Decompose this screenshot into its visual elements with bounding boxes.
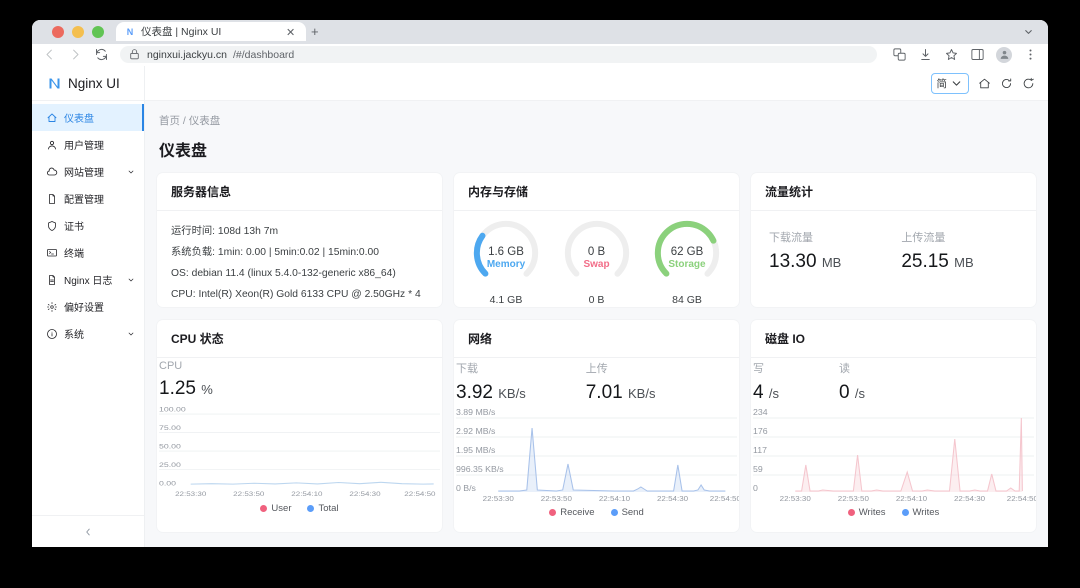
svg-text:22:54:10: 22:54:10 <box>896 494 928 503</box>
svg-text:75.00: 75.00 <box>159 424 182 432</box>
svg-text:22:54:10: 22:54:10 <box>291 491 322 498</box>
svg-text:22:54:50: 22:54:50 <box>404 491 435 498</box>
svg-text:22:53:30: 22:53:30 <box>175 491 206 498</box>
svg-text:59: 59 <box>753 464 763 474</box>
svg-text:22:54:50: 22:54:50 <box>710 494 739 503</box>
svg-text:117: 117 <box>753 445 767 455</box>
svg-text:22:53:50: 22:53:50 <box>838 494 870 503</box>
svg-text:22:54:30: 22:54:30 <box>657 494 689 503</box>
svg-text:22:54:30: 22:54:30 <box>349 491 380 498</box>
svg-text:22:54:10: 22:54:10 <box>599 494 631 503</box>
svg-text:22:54:30: 22:54:30 <box>954 494 986 503</box>
svg-text:22:53:30: 22:53:30 <box>483 494 515 503</box>
svg-text:0: 0 <box>753 483 758 493</box>
svg-text:22:54:50: 22:54:50 <box>1007 494 1036 503</box>
svg-text:22:53:50: 22:53:50 <box>233 491 264 498</box>
svg-text:100.00: 100.00 <box>159 406 187 414</box>
svg-text:2.92 MB/s: 2.92 MB/s <box>456 426 495 436</box>
svg-text:0 B/s: 0 B/s <box>456 483 476 493</box>
svg-text:25.00: 25.00 <box>159 461 182 469</box>
svg-text:3.89 MB/s: 3.89 MB/s <box>456 407 495 417</box>
svg-text:0.00: 0.00 <box>159 480 177 488</box>
svg-text:176: 176 <box>753 426 768 436</box>
svg-text:234: 234 <box>753 407 768 417</box>
svg-text:996.35 KB/s: 996.35 KB/s <box>456 464 504 474</box>
svg-text:50.00: 50.00 <box>159 443 182 451</box>
svg-text:22:53:30: 22:53:30 <box>780 494 812 503</box>
svg-text:1.95 MB/s: 1.95 MB/s <box>456 445 495 455</box>
svg-text:22:53:50: 22:53:50 <box>541 494 573 503</box>
